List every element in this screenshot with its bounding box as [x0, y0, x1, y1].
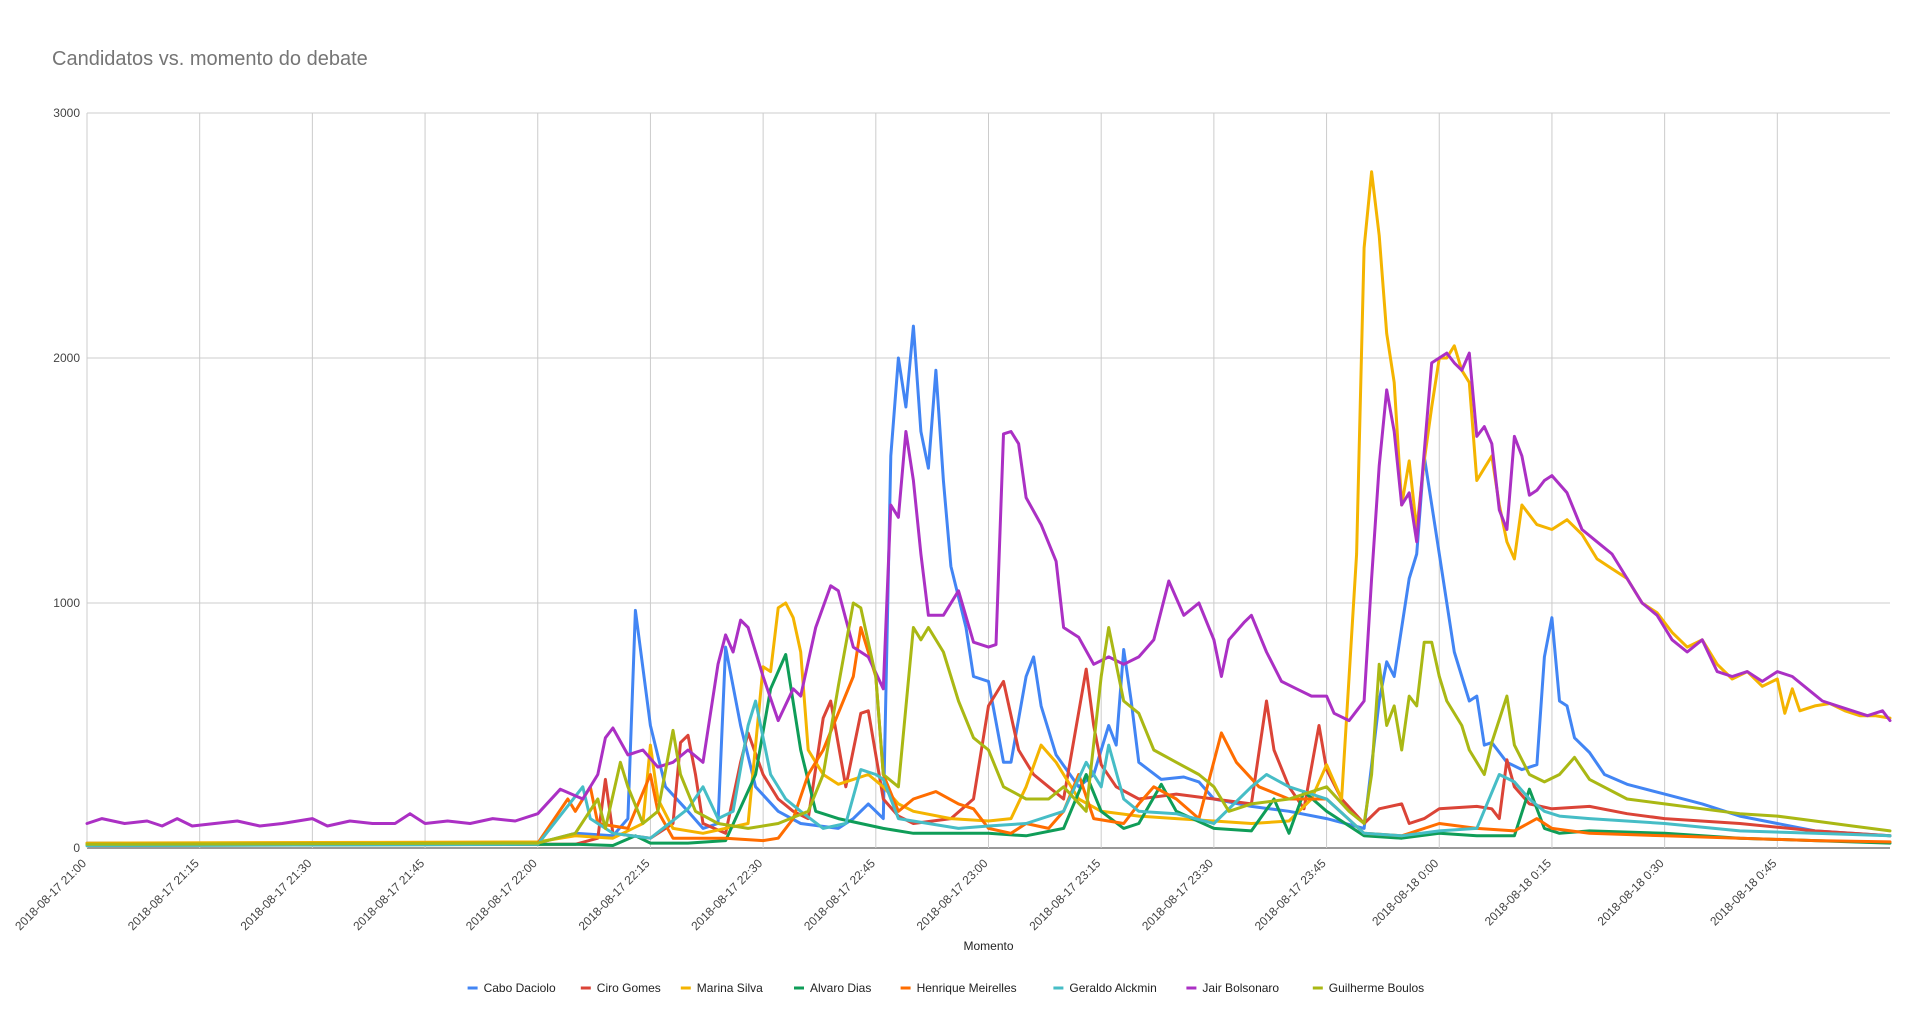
- legend-label: Cabo Daciolo: [484, 981, 556, 995]
- x-tick-label: 2018-08-18 0:45: [1707, 856, 1779, 928]
- x-tick-label: 2018-08-17 22:00: [463, 856, 540, 933]
- series-line-ciro-gomes: [85, 667, 1892, 846]
- legend-label: Guilherme Boulos: [1329, 981, 1424, 995]
- x-tick-label: 2018-08-17 22:30: [688, 856, 765, 933]
- series-line-geraldo-alckmin: [85, 699, 1892, 847]
- y-tick-label: 1000: [53, 596, 80, 610]
- x-tick-label: 2018-08-17 22:45: [801, 856, 878, 933]
- legend-label: Alvaro Dias: [810, 981, 871, 995]
- legend-label: Jair Bolsonaro: [1202, 981, 1279, 995]
- legend-label: Marina Silva: [697, 981, 763, 995]
- x-axis-label: Momento: [963, 939, 1013, 953]
- y-tick-label: 0: [73, 841, 80, 855]
- chart-title: Candidatos vs. momento do debate: [52, 48, 368, 70]
- x-tick-label: 2018-08-17 21:00: [12, 856, 89, 933]
- series-line-guilherme-boulos: [85, 601, 1892, 846]
- series-line-henrique-meirelles: [85, 626, 1892, 846]
- x-tick-label: 2018-08-17 23:45: [1252, 856, 1329, 933]
- x-tick-label: 2018-08-17 21:45: [350, 856, 427, 933]
- legend-label: Geraldo Alckmin: [1069, 981, 1156, 995]
- x-tick-label: 2018-08-17 23:30: [1139, 856, 1216, 933]
- x-tick-label: 2018-08-17 21:15: [125, 856, 202, 933]
- x-tick-label: 2018-08-18 0:15: [1482, 856, 1554, 928]
- x-tick-label: 2018-08-18 0:30: [1595, 856, 1667, 928]
- series-line-cabo-daciolo: [85, 324, 1892, 845]
- x-tick-label: 2018-08-18 0:00: [1369, 856, 1441, 928]
- y-tick-label: 2000: [53, 351, 80, 365]
- x-tick-label: 2018-08-17 22:15: [576, 856, 653, 933]
- series-line-marina-silva: [85, 170, 1892, 845]
- legend-label: Ciro Gomes: [597, 981, 661, 995]
- legend-label: Henrique Meirelles: [917, 981, 1017, 995]
- y-tick-label: 3000: [53, 106, 80, 120]
- x-tick-label: 2018-08-17 21:30: [238, 856, 315, 933]
- x-tick-label: 2018-08-17 23:15: [1026, 856, 1103, 933]
- series-line-jair-bolsonaro: [85, 351, 1892, 828]
- x-tick-label: 2018-08-17 23:00: [914, 856, 991, 933]
